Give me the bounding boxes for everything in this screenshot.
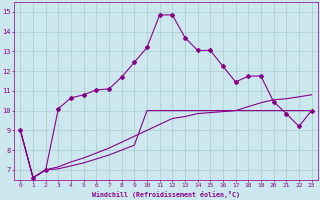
X-axis label: Windchill (Refroidissement éolien,°C): Windchill (Refroidissement éolien,°C) [92,191,240,198]
